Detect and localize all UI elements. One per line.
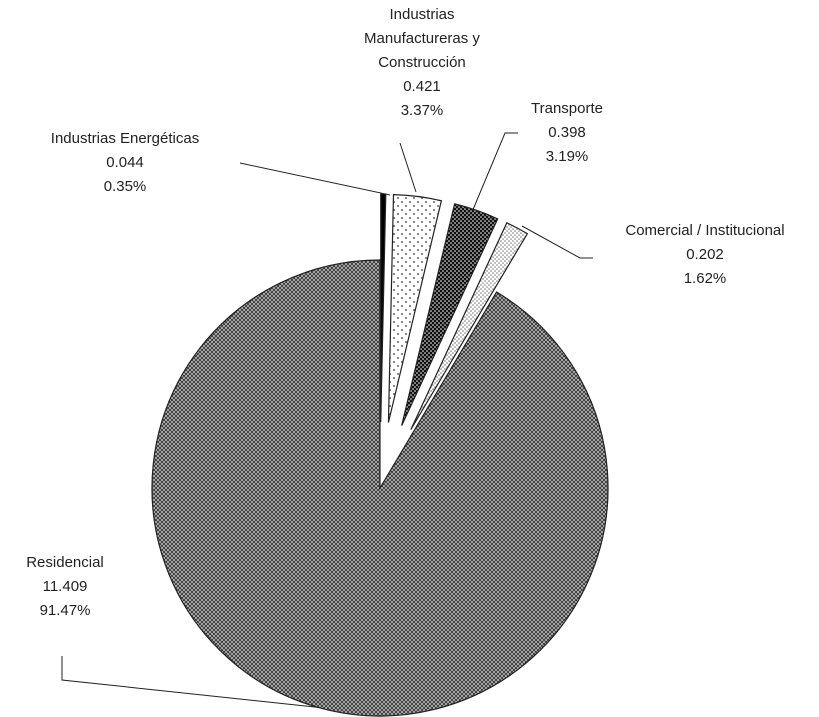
percentage-label: 3.37% bbox=[400, 102, 444, 119]
percentage-label: 3.19% bbox=[545, 148, 589, 165]
data-label: Residencial 11.409 91.47% bbox=[0, 551, 130, 623]
data-label: Industrias Manufactureras y Construcción… bbox=[342, 3, 502, 123]
leader-line bbox=[399, 142, 417, 193]
value-label: 11.409 bbox=[42, 578, 88, 595]
value-label: 0.398 bbox=[548, 124, 586, 141]
percentage-label: 91.47% bbox=[39, 602, 91, 619]
leader-lines bbox=[61, 132, 593, 715]
category-label: Transporte bbox=[531, 100, 603, 117]
category-label: Comercial / Institucional bbox=[625, 222, 785, 239]
pie-slice bbox=[380, 193, 387, 423]
category-label: Residencial bbox=[26, 554, 104, 571]
percentage-label: 0.35% bbox=[103, 178, 147, 195]
leader-line bbox=[239, 162, 391, 196]
category-label: Industrias Energéticas bbox=[50, 130, 200, 147]
data-label: Comercial / Institucional 0.202 1.62% bbox=[585, 219, 819, 291]
data-label: Industrias Energéticas 0.044 0.35% bbox=[5, 127, 245, 199]
percentage-label: 1.62% bbox=[683, 270, 727, 287]
pie-slice bbox=[410, 222, 529, 430]
leader-line bbox=[521, 225, 593, 259]
pie-slice bbox=[387, 193, 443, 423]
pie-slice bbox=[401, 203, 499, 426]
leader-line bbox=[471, 132, 518, 213]
data-label: Transporte 0.398 3.19% bbox=[512, 97, 622, 169]
value-label: 0.044 bbox=[106, 154, 144, 171]
category-label: Industrias Manufactureras y Construcción bbox=[364, 6, 480, 71]
value-label: 0.421 bbox=[403, 78, 441, 95]
pie-slice bbox=[151, 259, 609, 717]
value-label: 0.202 bbox=[686, 246, 724, 263]
leader-line bbox=[61, 656, 381, 715]
